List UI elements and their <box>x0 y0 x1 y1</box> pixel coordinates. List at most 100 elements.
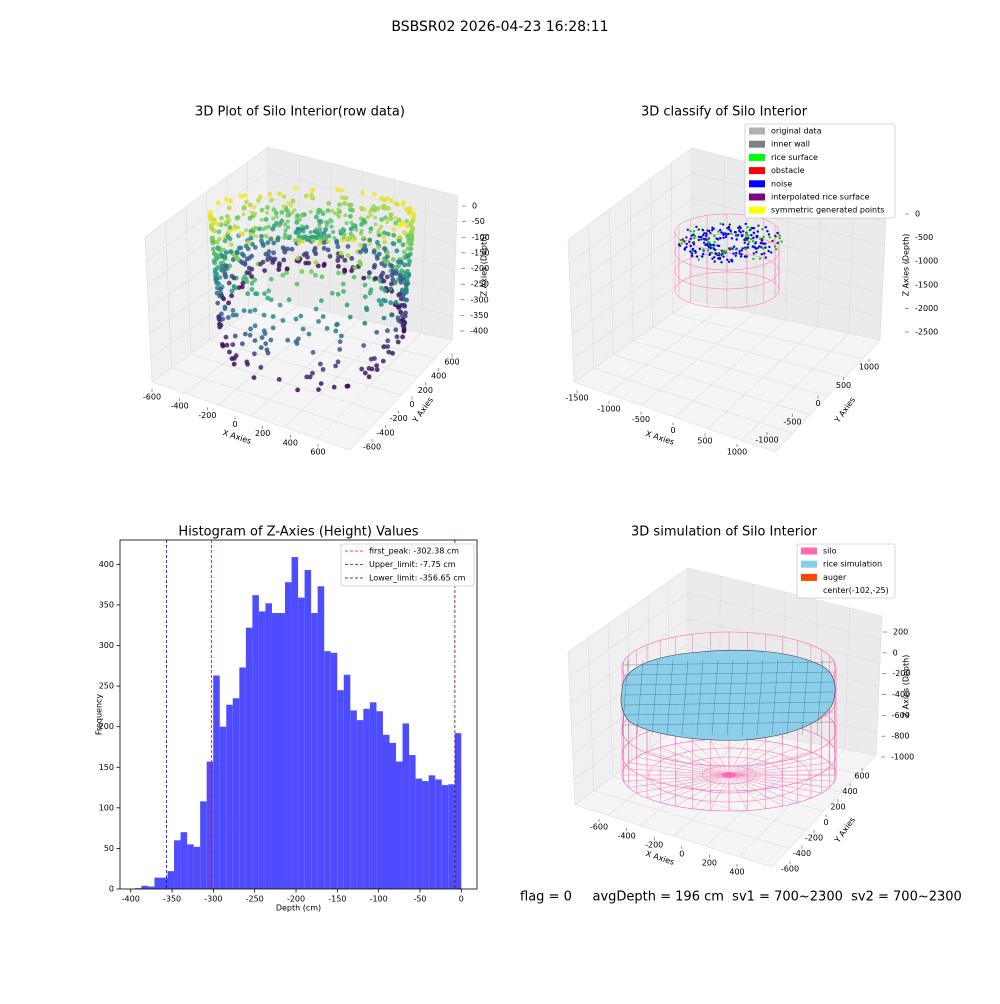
point <box>378 224 383 229</box>
point <box>398 276 404 281</box>
point <box>335 187 341 193</box>
x-tick-label: -50 <box>413 895 426 904</box>
point <box>346 202 352 208</box>
point <box>341 289 346 294</box>
y-tick-label: -600 <box>363 443 381 452</box>
bar <box>193 846 201 889</box>
point <box>216 314 222 320</box>
point <box>762 235 765 238</box>
point <box>341 235 346 240</box>
point <box>301 229 306 234</box>
auger <box>722 772 736 778</box>
point <box>757 224 760 227</box>
point <box>212 267 218 273</box>
point <box>336 264 341 269</box>
x-tick-label: -200 <box>645 841 663 850</box>
point <box>367 237 373 243</box>
point <box>263 217 269 222</box>
rice-mesh <box>711 659 719 736</box>
y-tick-label: -1000 <box>755 436 778 445</box>
x-tick-label: 200 <box>255 429 270 438</box>
point <box>764 246 767 249</box>
y-tick-label: 500 <box>836 381 851 390</box>
point <box>313 251 319 257</box>
point <box>703 232 706 235</box>
point <box>400 242 406 248</box>
point <box>697 228 700 231</box>
point <box>327 253 333 259</box>
point <box>766 230 769 233</box>
point <box>231 361 237 367</box>
x-tick-label: -150 <box>328 895 346 904</box>
point <box>310 238 315 243</box>
point <box>332 236 337 240</box>
point <box>239 284 245 290</box>
bar <box>226 704 233 889</box>
point <box>381 344 387 350</box>
point <box>688 240 691 243</box>
x-tick-label: 600 <box>310 448 325 457</box>
point <box>362 243 368 249</box>
bar <box>252 595 259 889</box>
point <box>235 225 240 230</box>
point <box>395 339 401 345</box>
silo-wire <box>674 271 780 309</box>
point <box>358 231 363 236</box>
x-tick-label: -200 <box>287 895 305 904</box>
point <box>300 224 305 229</box>
z-tick-label: -1000 <box>915 257 938 266</box>
rice-mesh <box>786 659 794 736</box>
point <box>778 234 781 237</box>
point <box>335 212 340 217</box>
bar <box>200 801 207 889</box>
point <box>280 318 286 323</box>
x-tick-label: -600 <box>590 823 608 832</box>
x-tick-label: -100 <box>370 895 388 904</box>
point <box>281 194 287 200</box>
point <box>384 254 390 259</box>
rice-mesh <box>771 659 779 736</box>
point <box>279 210 285 215</box>
pane-grid <box>691 274 882 317</box>
point <box>335 321 340 327</box>
point <box>406 210 412 216</box>
y-tick-label: 250 <box>99 682 114 691</box>
point <box>239 260 245 266</box>
bar <box>187 844 194 889</box>
point <box>734 231 737 234</box>
point <box>716 244 719 247</box>
point <box>679 239 683 242</box>
point <box>246 265 252 271</box>
point <box>285 337 291 343</box>
y-tick-label: 150 <box>99 763 114 772</box>
bar <box>291 557 299 889</box>
silo-wire <box>702 765 756 785</box>
point <box>752 231 756 235</box>
point <box>304 224 309 230</box>
point <box>282 235 287 240</box>
point <box>690 254 694 258</box>
point <box>362 320 368 326</box>
point <box>373 276 378 281</box>
point <box>689 230 692 233</box>
point <box>252 323 258 329</box>
bar <box>141 885 148 889</box>
point <box>208 217 214 222</box>
point <box>229 288 235 294</box>
point <box>722 233 725 237</box>
bar <box>389 742 397 889</box>
point <box>726 258 729 261</box>
bar <box>265 603 272 889</box>
point <box>323 227 328 232</box>
legend-label: original data <box>771 127 822 136</box>
point <box>268 337 274 343</box>
point <box>393 327 399 333</box>
plot-frame <box>119 539 478 890</box>
point <box>388 262 393 268</box>
point <box>263 341 269 347</box>
point <box>257 194 263 200</box>
rice-mesh <box>623 691 835 696</box>
point <box>747 234 750 237</box>
legend-swatch <box>801 560 817 568</box>
point <box>683 240 686 243</box>
